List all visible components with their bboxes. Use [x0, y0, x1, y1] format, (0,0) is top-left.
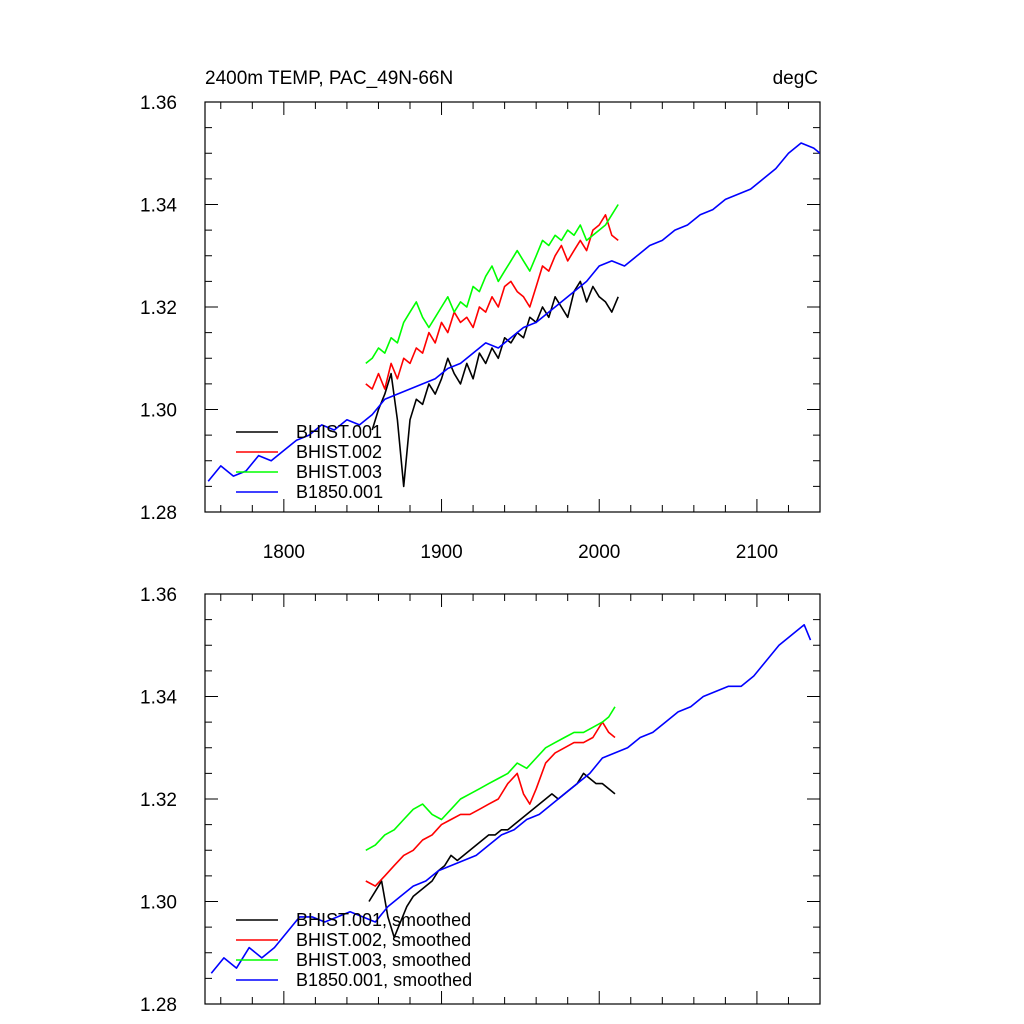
y-tick-label: 1.34: [140, 688, 177, 709]
x-tick-label: 2000: [578, 542, 620, 563]
legend-label: B1850.001: [296, 482, 383, 502]
y-tick-label: 1.32: [140, 298, 177, 319]
y-tick-label: 1.32: [140, 790, 177, 811]
series-line-b1850-001-smoothed: [210, 623, 812, 974]
y-tick-label: 1.36: [140, 93, 177, 114]
series-line-bhist-002-smoothed: [365, 721, 616, 887]
legend-label: BHIST.001: [296, 422, 382, 442]
series-line-bhist-003-smoothed: [365, 706, 616, 852]
units-label: degC: [773, 68, 818, 89]
series-line-bhist-002: [365, 214, 619, 390]
y-tick-label: 1.36: [140, 585, 177, 606]
y-tick-label: 1.34: [140, 196, 177, 217]
legend-label: B1850.001, smoothed: [296, 970, 472, 990]
series-line-bhist-001: [371, 280, 619, 488]
x-tick-label: 1900: [420, 542, 462, 563]
y-tick-label: 1.28: [140, 503, 177, 524]
chart-title: 2400m TEMP, PAC_49N-66N: [205, 68, 453, 89]
x-tick-label: 2100: [736, 542, 778, 563]
legend-label: BHIST.001, smoothed: [296, 910, 471, 930]
series-line-bhist-003: [365, 204, 619, 365]
series-group: [210, 623, 812, 974]
series-line-b1850-001: [207, 142, 820, 482]
y-tick-label: 1.30: [140, 893, 177, 914]
y-tick-label: 1.28: [140, 995, 177, 1016]
legend-label: BHIST.003: [296, 462, 382, 482]
series-group: [207, 142, 820, 488]
legend-label: BHIST.002: [296, 442, 382, 462]
x-tick-label: 1800: [263, 542, 305, 563]
y-tick-label: 1.30: [140, 401, 177, 422]
legend-label: BHIST.002, smoothed: [296, 930, 471, 950]
legend-label: BHIST.003, smoothed: [296, 950, 471, 970]
panel-top: 2400m TEMP, PAC_49N-66N degC 1.28 1.30 1.32 1…: [140, 68, 821, 563]
